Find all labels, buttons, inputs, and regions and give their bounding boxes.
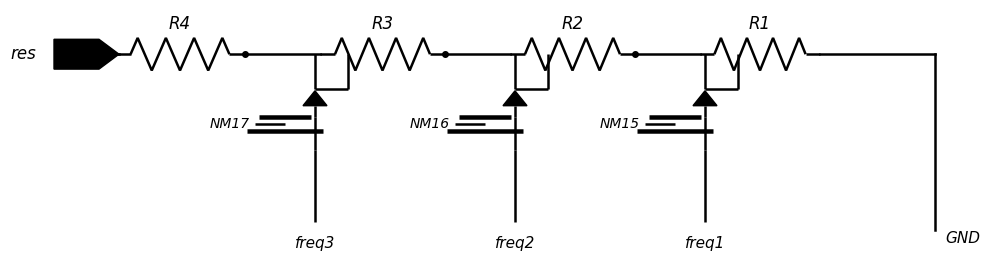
Text: NM17: NM17 (210, 117, 250, 131)
Text: R2: R2 (561, 15, 584, 33)
Text: freq2: freq2 (495, 236, 535, 251)
Text: R1: R1 (749, 15, 771, 33)
Text: GND: GND (945, 231, 980, 246)
Text: res: res (10, 45, 36, 63)
Polygon shape (503, 91, 527, 106)
Text: freq1: freq1 (685, 236, 725, 251)
Polygon shape (54, 39, 119, 69)
Text: R3: R3 (371, 15, 394, 33)
Polygon shape (303, 91, 327, 106)
Polygon shape (693, 91, 717, 106)
Text: R4: R4 (169, 15, 191, 33)
Text: NM16: NM16 (410, 117, 450, 131)
Text: NM15: NM15 (600, 117, 640, 131)
Text: freq3: freq3 (295, 236, 335, 251)
